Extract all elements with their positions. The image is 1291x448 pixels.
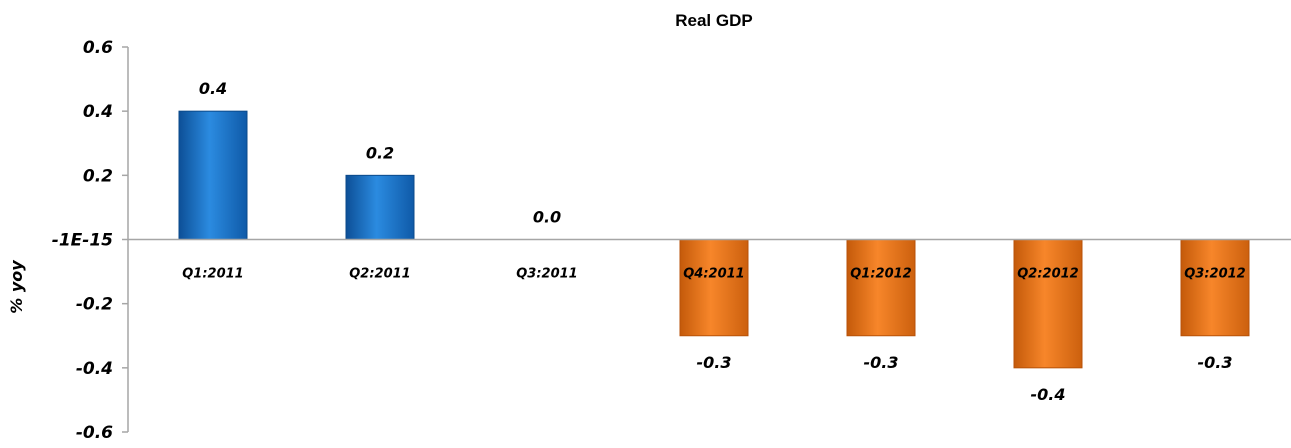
category-label: Q2:2011: [349, 267, 410, 282]
data-label: 0.2: [366, 143, 394, 162]
y-axis-label: % yoy: [7, 260, 26, 314]
y-tick-label: 0.2: [83, 166, 113, 186]
bar-q1-2011: [178, 110, 248, 240]
bar-q2-2011: [345, 174, 415, 240]
bar-q4-2011: [679, 239, 749, 337]
y-tick-label: -0.4: [76, 359, 113, 379]
category-label: Q3:2012: [1184, 267, 1245, 282]
data-label: -0.3: [864, 353, 899, 372]
bar-q1-2012: [846, 239, 916, 337]
data-label: -0.3: [1198, 353, 1233, 372]
y-axis: 0.6 0.4 0.2 -1E-15 -0.2 -0.4 -0.6: [52, 38, 129, 443]
x-axis: Q1:2011 Q2:2011 Q3:2011 Q4:2011 Q1:2012 Q2:20…: [128, 238, 1291, 282]
y-tick-label: -1E-15: [52, 231, 113, 251]
category-label: Q2:2012: [1017, 267, 1078, 282]
chart-title: Real GDP: [675, 11, 752, 30]
data-labels: 0.4 0.2 0.0 -0.3 -0.3 -0.4 -0.3: [199, 79, 1233, 404]
y-tick-label: -0.6: [76, 423, 113, 443]
data-label: 0.0: [533, 208, 561, 227]
bars: [178, 110, 1250, 369]
category-label: Q3:2011: [516, 267, 577, 282]
y-tick-label: 0.4: [83, 102, 113, 122]
data-label: 0.4: [199, 79, 227, 98]
data-label: -0.3: [697, 353, 732, 372]
y-tick-label: -0.2: [76, 295, 113, 315]
category-label: Q4:2011: [683, 267, 744, 282]
data-label: -0.4: [1031, 385, 1066, 404]
category-label: Q1:2011: [182, 267, 243, 282]
y-tick-label: 0.6: [83, 38, 113, 58]
category-label: Q1:2012: [850, 267, 911, 282]
bar-q2-2012: [1013, 239, 1083, 369]
bar-q3-2012: [1180, 239, 1250, 337]
